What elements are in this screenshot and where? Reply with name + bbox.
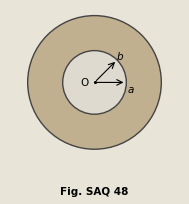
Text: a: a [127,84,133,94]
Circle shape [63,51,126,115]
Text: Fig. SAQ 48: Fig. SAQ 48 [60,186,129,196]
Text: O: O [80,77,88,87]
Text: b: b [117,52,124,62]
Circle shape [28,17,161,150]
